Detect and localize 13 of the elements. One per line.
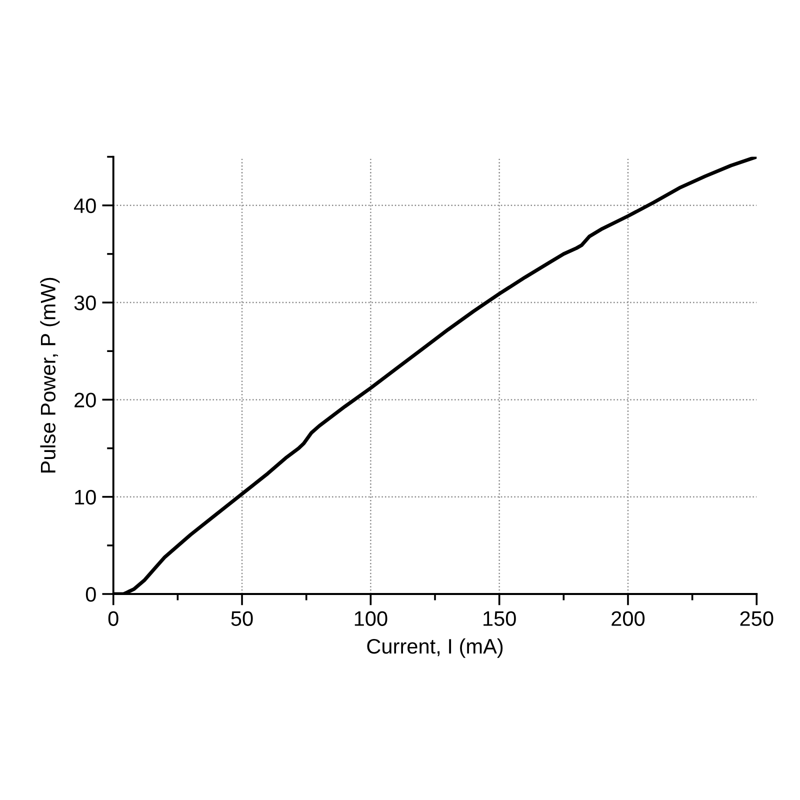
y-tick-label: 40 (74, 198, 96, 214)
x-tick-label: 150 (484, 611, 516, 626)
x-tick-label: 200 (612, 611, 645, 626)
x-tick-label: 100 (354, 611, 388, 626)
y-tick-label: 30 (74, 296, 96, 310)
x-axis-title: Current, I (mA) (367, 638, 503, 658)
y-axis-title: Pulse Power, P (mW) (40, 278, 60, 472)
y-tick-label: 20 (74, 392, 96, 408)
x-tick-label: 0 (108, 611, 118, 626)
x-tick-label: 250 (740, 611, 774, 626)
x-tick-label: 50 (231, 611, 253, 626)
y-tick-label: 0 (86, 587, 96, 602)
y-tick-label: 10 (75, 490, 96, 505)
